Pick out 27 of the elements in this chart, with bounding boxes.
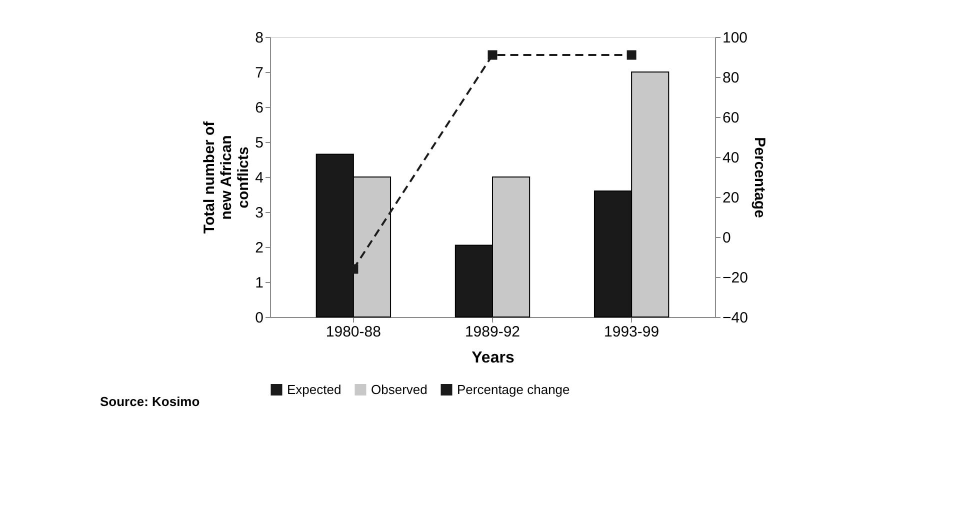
y-tick-label: 8 bbox=[255, 30, 264, 46]
y2-tick-label: 60 bbox=[722, 110, 740, 126]
x-tick-label: 1993-99 bbox=[604, 324, 660, 340]
source-note: Source: Kosimo bbox=[100, 394, 200, 409]
x-tick-label: 1989-92 bbox=[464, 324, 520, 340]
y-tick-label: 4 bbox=[255, 170, 264, 186]
y2-tick-label: 0 bbox=[722, 230, 731, 246]
y-tick-label: 3 bbox=[255, 204, 264, 222]
y2-tick-label: 20 bbox=[722, 190, 740, 206]
y-tick-label: 0 bbox=[255, 310, 264, 326]
y2-tick-label: 40 bbox=[722, 150, 740, 166]
y-tick-label: 7 bbox=[255, 64, 264, 82]
y2-tick-label: −20 bbox=[722, 270, 748, 286]
y-tick-label: 1 bbox=[255, 274, 264, 292]
y2-tick-label: 100 bbox=[722, 30, 748, 46]
y-axis-title: Total number of new African conflicts bbox=[201, 120, 252, 234]
legend-label: Percentage change bbox=[457, 382, 570, 397]
x-axis-title: Years bbox=[472, 350, 514, 366]
y-tick-label: 2 bbox=[255, 240, 264, 256]
legend-label: Observed bbox=[371, 382, 428, 397]
legend-label: Expected bbox=[287, 382, 342, 397]
x-tick-label: 1980-88 bbox=[326, 324, 381, 340]
y-tick-label: 6 bbox=[255, 100, 264, 116]
y-tick-label: 5 bbox=[255, 134, 264, 152]
y2-tick-label: −40 bbox=[722, 310, 748, 326]
y2-axis-title: Percentage bbox=[750, 137, 768, 218]
y2-tick-label: 80 bbox=[722, 70, 740, 86]
